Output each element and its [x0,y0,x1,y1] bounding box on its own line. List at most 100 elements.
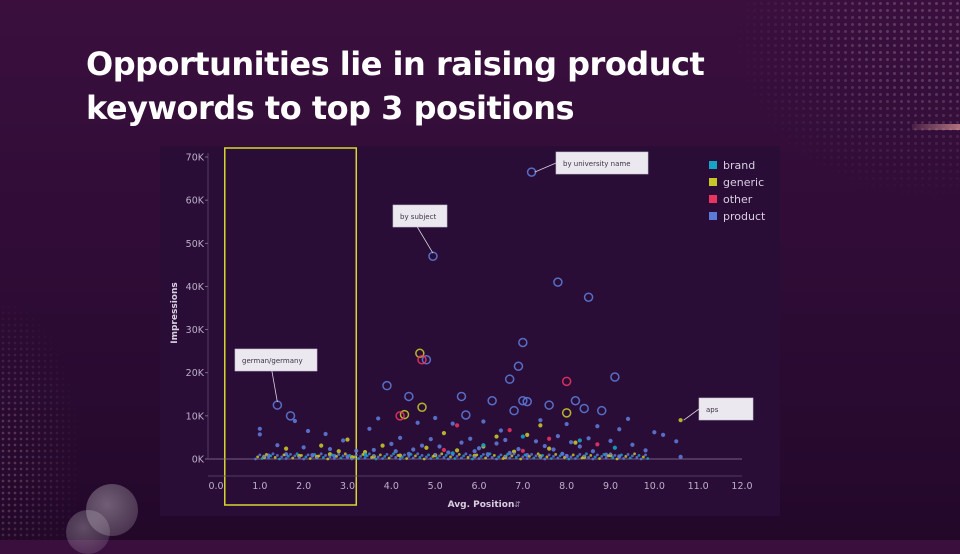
data-point[interactable] [417,355,427,365]
data-point[interactable] [577,438,582,443]
data-point[interactable] [586,436,591,441]
data-point[interactable] [301,445,306,450]
data-point[interactable] [596,405,607,416]
data-point[interactable] [327,446,333,452]
data-point[interactable] [630,442,635,447]
data-point[interactable] [590,449,596,454]
data-point[interactable] [376,416,381,421]
data-point[interactable] [398,435,403,440]
data-point[interactable] [472,449,477,454]
data-point[interactable] [428,251,438,261]
data-point[interactable] [579,403,589,414]
data-point[interactable] [520,448,525,453]
data-point[interactable] [371,447,376,453]
data-point[interactable] [341,438,346,443]
data-point[interactable] [617,427,622,432]
legend-label[interactable]: product [723,210,766,223]
data-point[interactable] [494,441,499,446]
data-point[interactable] [433,415,438,421]
data-point[interactable] [487,396,497,406]
data-point[interactable] [494,434,499,439]
data-point[interactable] [395,411,405,421]
data-point[interactable] [382,380,392,391]
data-point[interactable] [336,449,341,454]
legend-label[interactable]: brand [723,159,755,172]
data-point[interactable] [424,445,429,450]
data-point[interactable] [661,432,666,437]
data-point[interactable] [454,448,460,453]
data-point[interactable] [284,446,289,451]
data-point[interactable] [544,400,554,410]
data-point[interactable] [292,418,297,424]
data-point[interactable] [538,418,543,423]
data-point[interactable] [518,396,528,406]
data-point[interactable] [389,441,394,447]
data-point[interactable] [547,436,552,441]
data-point[interactable] [481,419,486,424]
data-point[interactable] [504,374,515,384]
data-point[interactable] [577,444,582,449]
data-point[interactable] [404,391,414,402]
data-point[interactable] [595,442,600,447]
data-point[interactable] [468,436,473,441]
data-point[interactable] [573,440,578,445]
data-point[interactable] [518,337,528,348]
data-point[interactable] [583,292,594,302]
legend-label[interactable]: other [723,193,753,206]
data-point[interactable] [561,408,572,418]
data-point[interactable] [399,409,410,420]
data-point[interactable] [643,448,648,453]
data-point[interactable] [553,277,563,287]
data-point[interactable] [513,361,524,371]
data-point[interactable] [428,437,433,442]
data-point[interactable] [542,443,547,449]
data-point[interactable] [481,443,486,448]
data-point[interactable] [522,396,532,407]
data-point[interactable] [417,402,427,412]
data-point[interactable] [678,418,683,423]
data-point[interactable] [354,448,359,453]
data-point[interactable] [257,426,262,431]
data-point[interactable] [625,416,631,421]
data-point[interactable] [275,443,280,448]
data-point[interactable] [564,421,569,427]
sort-icon[interactable]: ⇵ [514,500,521,509]
data-point[interactable] [568,440,574,445]
data-point[interactable] [456,391,467,402]
data-point[interactable] [415,348,425,359]
data-point[interactable] [551,447,556,452]
data-point[interactable] [516,446,521,452]
data-point[interactable] [610,372,620,382]
data-point[interactable] [674,439,679,444]
data-point[interactable] [652,430,657,435]
data-point[interactable] [319,443,324,448]
data-point[interactable] [415,420,420,425]
data-point[interactable] [345,437,350,442]
data-point[interactable] [380,443,385,448]
data-point[interactable] [367,426,372,431]
data-point[interactable] [285,411,296,421]
data-point[interactable] [459,440,464,445]
data-point[interactable] [421,355,432,365]
data-point[interactable] [533,439,539,444]
data-point[interactable] [305,428,311,434]
legend-label[interactable]: generic [723,176,764,189]
data-point[interactable] [612,445,617,450]
data-point[interactable] [441,431,447,436]
data-point[interactable] [454,423,460,428]
data-point[interactable] [411,447,416,452]
data-point[interactable] [555,434,561,439]
data-point[interactable] [526,167,537,177]
data-point[interactable] [547,446,552,451]
data-point[interactable] [570,396,581,406]
data-point[interactable] [323,431,328,437]
data-point[interactable] [561,376,572,387]
data-point[interactable] [520,434,525,439]
data-point[interactable] [446,450,451,455]
data-point[interactable] [419,443,425,448]
data-point[interactable] [678,454,683,459]
data-point[interactable] [503,437,508,443]
data-point[interactable] [450,421,455,426]
data-point[interactable] [272,400,283,410]
data-point[interactable] [507,427,512,433]
